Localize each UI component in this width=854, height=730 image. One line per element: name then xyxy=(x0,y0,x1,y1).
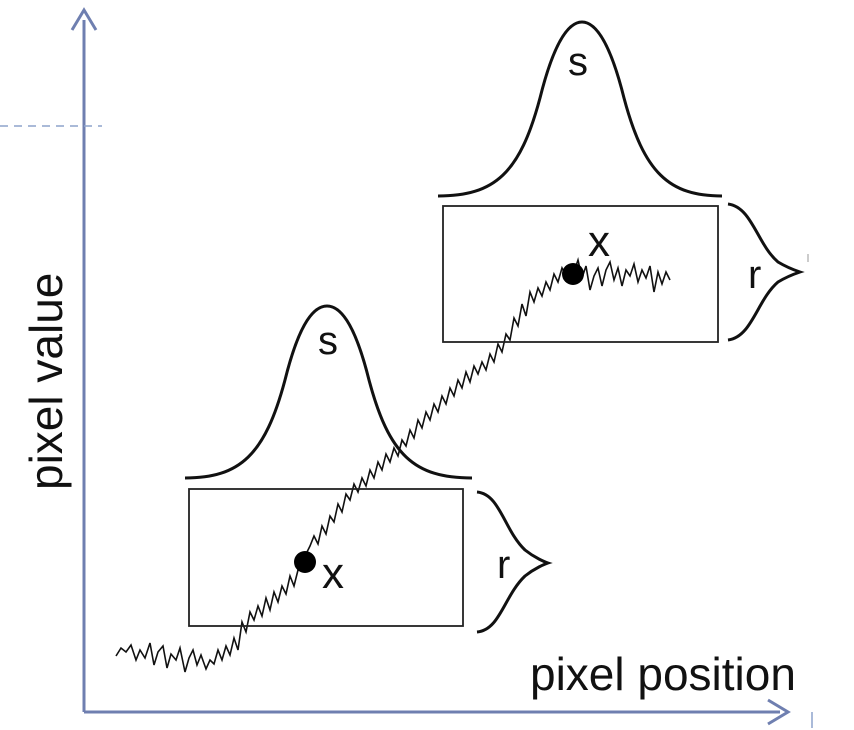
axes xyxy=(72,10,788,724)
y-axis-label: pixel value xyxy=(20,273,72,490)
upper-kernel: s x r xyxy=(438,22,800,342)
lower-center-label: x xyxy=(322,549,344,598)
noisy-signal xyxy=(116,260,670,672)
upper-center-label: x xyxy=(588,217,610,266)
lower-range-label: r xyxy=(497,543,510,587)
upper-range-label: r xyxy=(748,253,761,297)
upper-center-point xyxy=(562,263,584,285)
upper-spatial-label: s xyxy=(568,40,588,84)
lower-center-point xyxy=(294,551,316,573)
lower-range-gaussian xyxy=(477,492,548,632)
x-axis-label: pixel position xyxy=(530,648,796,700)
lower-kernel: s x r xyxy=(185,306,548,632)
upper-range-gaussian xyxy=(728,204,800,340)
lower-spatial-label: s xyxy=(318,319,338,363)
